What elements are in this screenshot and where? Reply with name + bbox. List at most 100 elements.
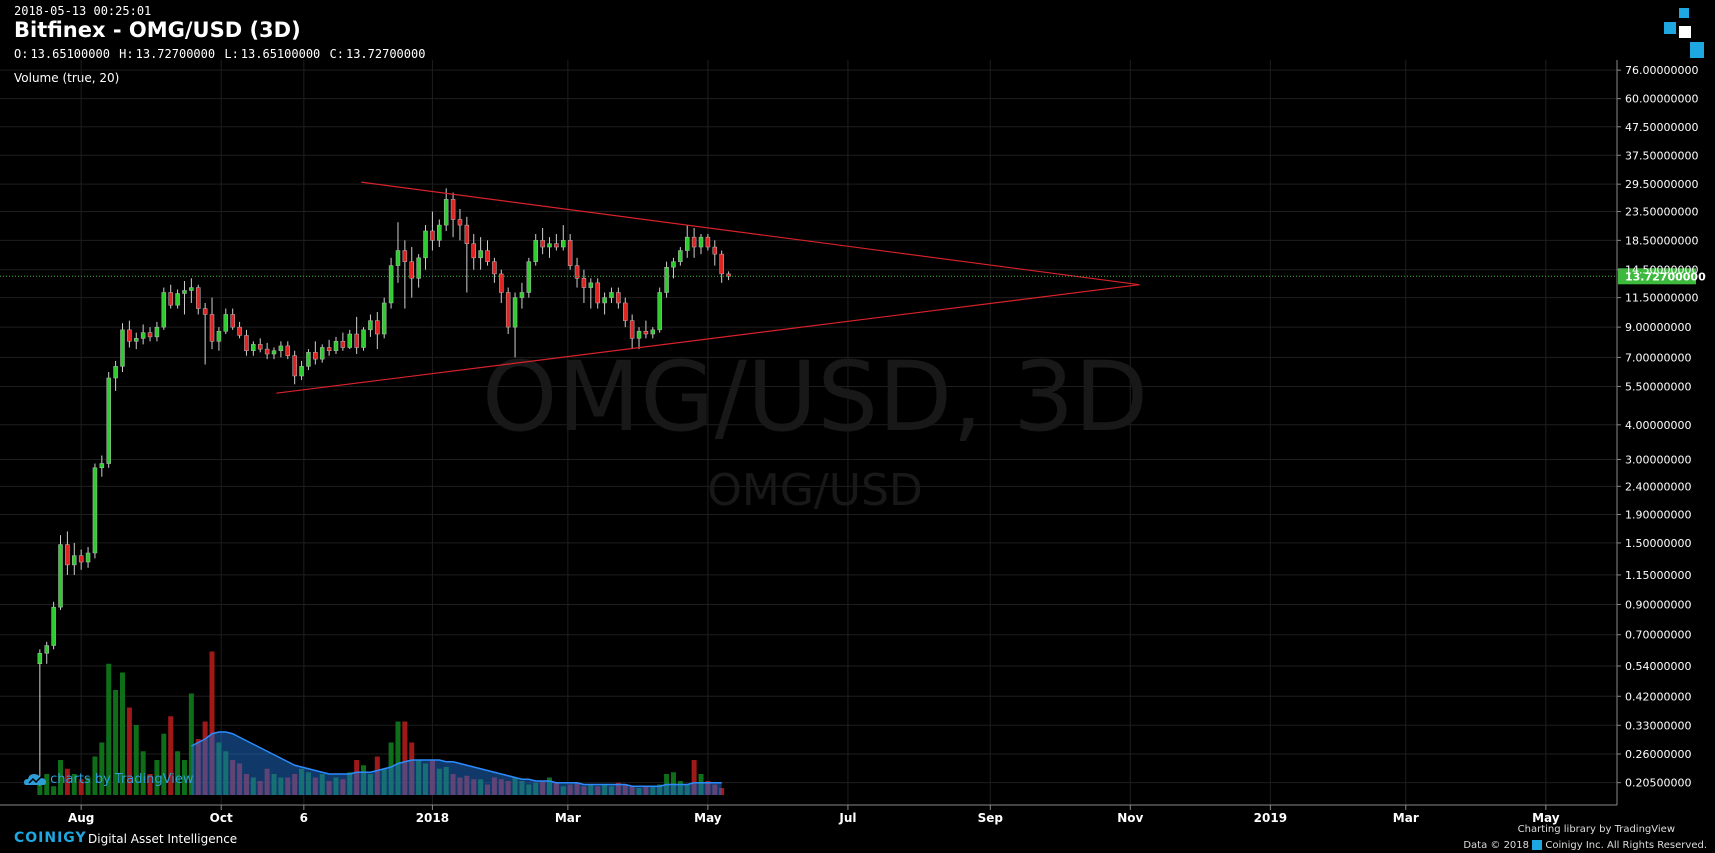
current-price-label: 13.72700000: [1625, 270, 1706, 283]
charting-library-text: Charting library by: [1517, 824, 1612, 835]
y-tick-label: 1.15000000: [1625, 569, 1691, 582]
candle-body: [58, 544, 63, 608]
y-tick-label: 0.54000000: [1625, 660, 1691, 673]
high-value: 13.72700000: [135, 47, 216, 61]
y-axis[interactable]: 76.00000000 60.00000000 47.50000000 37.5000…: [1616, 60, 1698, 805]
candle-body: [313, 352, 318, 360]
y-tick-label: 23.50000000: [1625, 206, 1698, 219]
candle-body: [457, 219, 463, 226]
volume-indicator-label: Volume (true, 20): [14, 71, 120, 85]
tradingview-badge[interactable]: charts by TradingView: [24, 772, 193, 787]
trendlines[interactable]: [276, 181, 1140, 394]
volume-bar: [670, 772, 676, 795]
candle-body: [657, 292, 662, 331]
low-value: 13.65100000: [240, 47, 321, 61]
tradingview-badge-text: charts by TradingView: [50, 772, 194, 787]
y-tick-label: 9.00000000: [1625, 321, 1691, 334]
candle-body: [147, 332, 153, 338]
volume-bar: [209, 651, 215, 795]
candle-body: [471, 243, 476, 259]
x-axis[interactable]: Aug Oct 6 2018 Mar May Jul Sep Nov 2019 Mar May: [0, 804, 1617, 825]
x-tick-label: 6: [300, 811, 308, 825]
candle-body: [340, 341, 346, 348]
y-tick-label: 4.00000000: [1625, 419, 1691, 432]
candle-body: [127, 329, 132, 342]
candle-body: [430, 230, 435, 241]
candle-body: [189, 287, 194, 291]
candle-body: [636, 330, 642, 339]
candle-body: [78, 555, 84, 563]
x-tick-label: May: [694, 811, 722, 825]
close-label: C:: [329, 47, 344, 61]
open-value: 13.65100000: [30, 47, 110, 61]
candle-body: [99, 463, 105, 469]
candle-body: [726, 273, 731, 277]
candle-body: [554, 243, 559, 248]
candle-body: [609, 292, 614, 298]
candle-body: [691, 236, 697, 248]
candle-body: [409, 261, 414, 279]
x-tick-label: Mar: [555, 811, 581, 825]
coinigy-brand[interactable]: COINIGY: [14, 830, 87, 846]
candle-body: [512, 297, 518, 328]
y-tick-label: 14.50000000: [1625, 264, 1698, 277]
candle-body: [106, 377, 111, 464]
open-label: O:: [14, 47, 29, 61]
candle-body: [705, 236, 711, 248]
y-tick-label: 0.33000000: [1625, 719, 1691, 732]
candle-body: [230, 314, 235, 328]
candle-body: [251, 344, 256, 351]
x-tick-label: Mar: [1393, 811, 1419, 825]
candle-body: [567, 240, 573, 266]
candle-body: [292, 355, 297, 377]
candle-body: [561, 240, 566, 248]
candle-body: [285, 345, 291, 356]
volume-bar: [126, 707, 132, 795]
data-credit: Data © 2018 Coinigy Inc. All Rights Rese…: [1463, 840, 1707, 851]
candle-body: [671, 261, 676, 268]
candle-body: [216, 330, 222, 342]
y-tick-label: 29.50000000: [1625, 178, 1698, 191]
candle-body: [602, 297, 607, 304]
x-tick-label: Nov: [1117, 811, 1143, 825]
tradingview-link[interactable]: TradingView: [1614, 824, 1675, 835]
volume-bar: [168, 716, 174, 795]
volume-ma-area: [191, 732, 722, 795]
y-tick-label: 0.42000000: [1625, 690, 1691, 703]
x-tick-label: Oct: [210, 811, 233, 825]
volume-bar: [78, 779, 84, 795]
volume-bar: [175, 751, 181, 795]
close-value: 13.72700000: [345, 47, 426, 61]
ohlc-readout: O: 13.65100000 H: 13.72700000 L: 13.6510000…: [14, 47, 427, 61]
candle-body: [161, 292, 167, 328]
candle-body: [388, 265, 394, 304]
y-tick-label: 3.00000000: [1625, 453, 1691, 466]
x-tick-label: May: [1532, 811, 1560, 825]
candle-body: [574, 265, 580, 279]
candles: [37, 188, 731, 786]
candle-body: [443, 199, 449, 226]
candle-body: [395, 250, 401, 266]
candle-body: [616, 292, 621, 304]
current-price-line: 13.72700000: [0, 268, 1706, 285]
volume-bar: [92, 756, 98, 795]
candle-body: [381, 302, 387, 335]
x-tick-label: Sep: [978, 811, 1004, 825]
current-price-tag: [1618, 268, 1696, 285]
candle-body: [244, 335, 249, 351]
candle-body: [519, 292, 525, 298]
volume-bar: [113, 690, 119, 795]
candle-body: [134, 338, 139, 342]
volume-bar: [51, 786, 57, 795]
candle-body: [595, 282, 600, 304]
candle-body: [361, 329, 366, 348]
coinigy-credit: Coinigy Inc. All Rights Reserved.: [1545, 840, 1707, 851]
candle-body: [195, 287, 201, 309]
volume-bar: [99, 742, 105, 795]
volume-bar: [402, 721, 408, 795]
candle-body: [684, 236, 690, 251]
volume-bar: [140, 751, 146, 795]
volume-bar: [37, 781, 43, 795]
y-tick-label: 2.40000000: [1625, 480, 1691, 493]
